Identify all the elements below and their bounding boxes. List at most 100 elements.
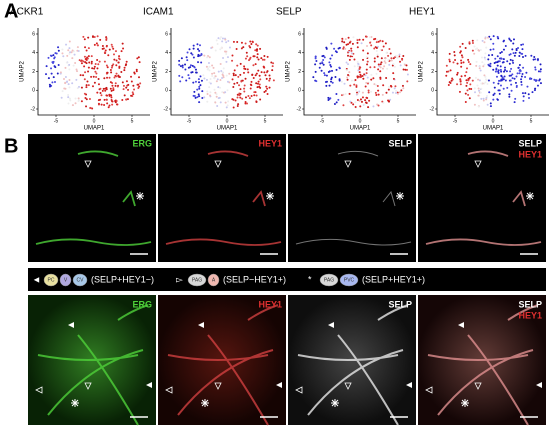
cell-point bbox=[453, 51, 456, 54]
cell-point bbox=[91, 85, 94, 88]
cell-point bbox=[518, 55, 521, 58]
cell-point bbox=[480, 82, 483, 85]
cell-point bbox=[384, 42, 387, 45]
cell-point bbox=[217, 37, 220, 40]
cell-point bbox=[122, 47, 125, 50]
cell-point bbox=[361, 96, 364, 99]
cell-point bbox=[255, 82, 258, 85]
cell-point bbox=[52, 54, 55, 57]
cell-point bbox=[233, 82, 236, 85]
cell-point bbox=[66, 54, 69, 57]
cell-point bbox=[236, 40, 239, 43]
cell-point bbox=[114, 99, 117, 102]
cell-point bbox=[257, 69, 260, 72]
cell-point bbox=[54, 52, 57, 55]
cell-point bbox=[228, 46, 231, 49]
cell-point bbox=[120, 50, 123, 53]
cell-point bbox=[357, 63, 360, 66]
open-arrowhead bbox=[84, 160, 92, 168]
cell-icon bbox=[43, 273, 59, 287]
cell-point bbox=[345, 61, 348, 64]
cell-point bbox=[258, 74, 261, 77]
cell-point bbox=[514, 81, 517, 84]
cell-point bbox=[48, 83, 51, 86]
cell-point bbox=[47, 56, 50, 59]
cell-point bbox=[244, 96, 247, 99]
cell-point bbox=[538, 79, 541, 82]
cell-point bbox=[376, 38, 379, 41]
cell-point bbox=[404, 68, 407, 71]
cell-point bbox=[499, 84, 502, 87]
cell-point bbox=[484, 52, 487, 55]
cell-point bbox=[445, 74, 448, 77]
cell-point bbox=[356, 46, 359, 49]
cell-point bbox=[464, 74, 467, 77]
cell-point bbox=[68, 40, 71, 43]
y-tick-label: 2 bbox=[32, 69, 35, 75]
cell-point bbox=[359, 98, 362, 101]
cell-point bbox=[127, 88, 130, 91]
cell-point bbox=[373, 47, 376, 50]
cell-point bbox=[105, 86, 108, 89]
cell-point bbox=[504, 45, 507, 48]
cell-point bbox=[361, 91, 364, 94]
cell-point bbox=[468, 76, 471, 79]
cell-point bbox=[190, 52, 193, 55]
cell-point bbox=[381, 67, 384, 70]
cell-point bbox=[85, 86, 88, 89]
cell-point bbox=[338, 66, 341, 69]
cell-point bbox=[192, 47, 195, 50]
asterisk-marker bbox=[331, 399, 339, 407]
cell-point bbox=[115, 72, 118, 75]
cell-point bbox=[205, 78, 208, 81]
cell-point bbox=[397, 54, 400, 57]
cell-point bbox=[200, 61, 203, 64]
filled-arrowhead bbox=[68, 322, 74, 328]
cell-point bbox=[80, 86, 83, 89]
cell-point bbox=[266, 87, 269, 90]
cell-point bbox=[259, 47, 262, 50]
x-tick-label: 0 bbox=[359, 118, 362, 124]
cell-point bbox=[57, 64, 60, 67]
cell-point bbox=[78, 59, 81, 62]
cell-point bbox=[512, 38, 515, 41]
cell-point bbox=[346, 51, 349, 54]
cell-point bbox=[511, 73, 514, 76]
cell-point bbox=[398, 91, 401, 94]
cell-point bbox=[531, 91, 534, 94]
cell-point bbox=[196, 96, 199, 99]
cell-point bbox=[197, 55, 200, 58]
cell-point bbox=[470, 87, 473, 90]
cell-point bbox=[262, 66, 265, 69]
cell-point bbox=[402, 68, 405, 71]
cell-point bbox=[216, 104, 219, 107]
cell-point bbox=[234, 99, 237, 102]
cell-point bbox=[121, 99, 124, 102]
cell-point bbox=[71, 104, 74, 107]
cell-point bbox=[392, 72, 395, 75]
cell-point bbox=[244, 77, 247, 80]
cell-point bbox=[349, 84, 352, 87]
cell-point bbox=[366, 96, 369, 99]
cell-point bbox=[384, 57, 387, 60]
cell-point bbox=[77, 50, 80, 53]
cell-point bbox=[405, 68, 408, 71]
cell-point bbox=[211, 46, 214, 49]
cell-point bbox=[348, 71, 351, 74]
cell-point bbox=[256, 44, 259, 47]
cell-point bbox=[231, 78, 234, 81]
cell-point bbox=[394, 85, 397, 88]
filled-arrowhead bbox=[406, 382, 412, 388]
x-axis-label: UMAP1 bbox=[483, 126, 504, 132]
cell-point bbox=[467, 58, 470, 61]
vessel bbox=[35, 150, 152, 246]
cell-point bbox=[536, 84, 539, 87]
cell-point bbox=[63, 87, 66, 90]
cell-point bbox=[364, 99, 367, 102]
cell-point bbox=[508, 62, 511, 65]
cell-point bbox=[188, 77, 191, 80]
cell-point bbox=[383, 65, 386, 68]
cell-point bbox=[493, 92, 496, 95]
cell-point bbox=[137, 83, 140, 86]
cell-point bbox=[178, 63, 181, 66]
